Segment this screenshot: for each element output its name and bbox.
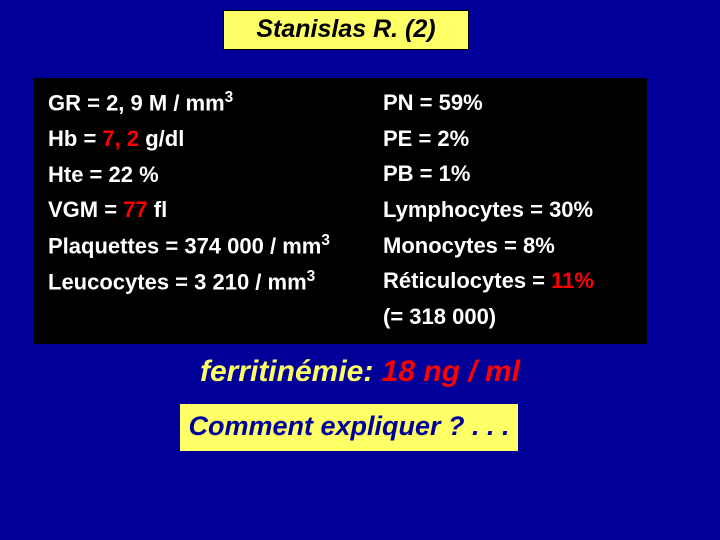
title-text: Stanislas R. (2) (256, 15, 435, 43)
pn-line: PN = 59% (383, 88, 633, 118)
lab-results-box: GR = 2, 9 M / mm3 Hb = 7, 2 g/dl Hte = 2… (34, 78, 647, 344)
leu-text: Leucocytes = 3 210 / mm (48, 269, 307, 294)
plq-sup: 3 (321, 232, 330, 249)
question-box: Comment expliquer ? . . . (180, 404, 518, 451)
hb-prefix: Hb = (48, 126, 102, 151)
ret-prefix: Réticulocytes = (383, 268, 551, 293)
leu-sup: 3 (307, 268, 316, 285)
hte-line: Hte = 22 % (48, 160, 383, 190)
plaquettes-line: Plaquettes = 374 000 / mm3 (48, 231, 383, 261)
ferri-value: 18 ng / ml (382, 355, 520, 388)
reticulocytes-line: Réticulocytes = 11% (383, 266, 633, 296)
columns: GR = 2, 9 M / mm3 Hb = 7, 2 g/dl Hte = 2… (48, 88, 633, 332)
monocytes-line: Monocytes = 8% (383, 231, 633, 261)
gr-line: GR = 2, 9 M / mm3 (48, 88, 383, 118)
gr-sup: 3 (225, 89, 234, 106)
gr-text: GR = 2, 9 M / mm (48, 90, 225, 115)
vgm-prefix: VGM = (48, 197, 123, 222)
right-column: PN = 59% PE = 2% PB = 1% Lymphocytes = 3… (383, 88, 633, 332)
ret-value: 11% (551, 268, 594, 293)
vgm-line: VGM = 77 fl (48, 195, 383, 225)
title-box: Stanislas R. (2) (223, 10, 469, 50)
hb-suffix: g/dl (139, 126, 184, 151)
left-column: GR = 2, 9 M / mm3 Hb = 7, 2 g/dl Hte = 2… (48, 88, 383, 332)
pe-line: PE = 2% (383, 124, 633, 154)
pb-line: PB = 1% (383, 159, 633, 189)
hb-value: 7, 2 (102, 126, 139, 151)
hb-line: Hb = 7, 2 g/dl (48, 124, 383, 154)
plq-text: Plaquettes = 374 000 / mm (48, 233, 321, 258)
vgm-suffix: fl (148, 197, 168, 222)
reticulocytes-count-line: (= 318 000) (383, 302, 633, 332)
question-text: Comment expliquer ? . . . (188, 411, 509, 441)
slide: Stanislas R. (2) GR = 2, 9 M / mm3 Hb = … (0, 0, 720, 540)
ferritinemia-line: ferritinémie: 18 ng / ml (0, 355, 720, 389)
ferri-label: ferritinémie: (200, 355, 382, 388)
lymphocytes-line: Lymphocytes = 30% (383, 195, 633, 225)
vgm-value: 77 (123, 197, 147, 222)
leucocytes-line: Leucocytes = 3 210 / mm3 (48, 267, 383, 297)
